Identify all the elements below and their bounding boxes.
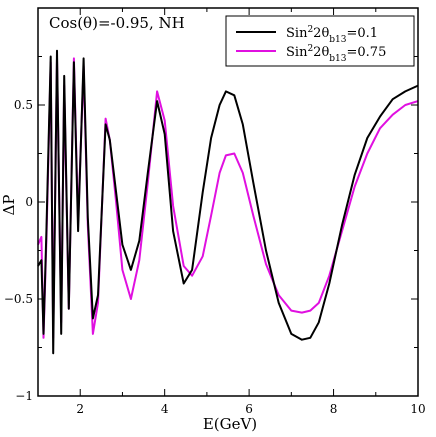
x-axis-label: E(GeV) bbox=[203, 415, 257, 433]
x-tick-label: 8 bbox=[330, 402, 338, 416]
y-tick-label: 0 bbox=[25, 195, 33, 209]
plot-frame bbox=[37, 7, 419, 397]
legend: Sin22θb13=0.1 Sin22θb13=0.75 bbox=[225, 15, 415, 67]
y-tick-label: −1 bbox=[15, 389, 33, 403]
legend-label-series-2: Sin22θb13=0.75 bbox=[286, 44, 386, 64]
y-tick-label: −0.5 bbox=[4, 292, 33, 306]
series-line-2 bbox=[37, 57, 419, 339]
legend-label-series-1: Sin22θb13=0.1 bbox=[286, 25, 378, 45]
x-tick-label: 10 bbox=[410, 402, 425, 416]
x-tick-label: 2 bbox=[76, 402, 84, 416]
y-axis-label: ΔP bbox=[0, 195, 18, 216]
series-layer bbox=[37, 49, 419, 355]
chart-title: Cos(θ)=-0.95, NH bbox=[49, 14, 185, 32]
x-tick-label: 6 bbox=[245, 402, 253, 416]
y-tick-label: 0.5 bbox=[14, 98, 33, 112]
series-line-1 bbox=[37, 49, 419, 355]
ticks-layer: 2 4 6 8 10 −1 −0.5 0 0.5 bbox=[4, 8, 426, 416]
legend-box bbox=[225, 15, 415, 67]
x-tick-label: 4 bbox=[161, 402, 169, 416]
